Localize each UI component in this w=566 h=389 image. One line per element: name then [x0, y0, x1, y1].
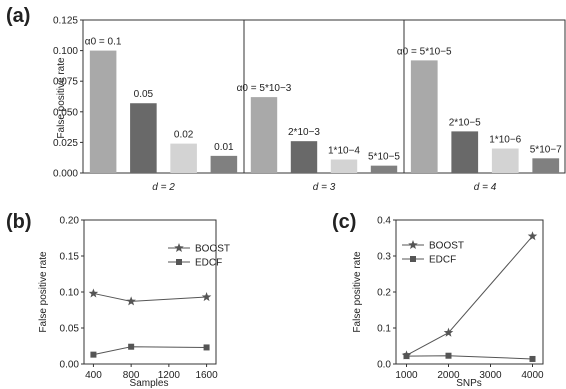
panel-c-series-boost-line: [406, 235, 533, 356]
panel-a-bar: [89, 50, 117, 173]
panel-c-series-edcf-line: [406, 355, 533, 360]
panel-a-ytick-label: 0.000: [53, 169, 78, 180]
panel-b-boost-point: [201, 292, 212, 302]
panel-a-bar: [410, 60, 438, 173]
panel-b-ylabel: False positive rate: [38, 251, 49, 333]
panel-a-ytick-label: 0.100: [53, 46, 78, 57]
panel-c-legend-edcf-label: EDCF: [429, 255, 456, 266]
panel-a-group-label: d = 4: [474, 182, 497, 193]
panel-b-ytick-label: 0.20: [60, 216, 80, 227]
panel-c-ytick-label: 0.2: [377, 288, 391, 299]
panel-b-ytick-label: 0.15: [60, 252, 80, 263]
panel-c-legend-boost-label: BOOST: [429, 241, 464, 252]
panel-a-bar: [210, 155, 238, 173]
panel-a-group-label: d = 3: [313, 182, 336, 193]
panel-a-bar: [491, 148, 519, 173]
panel-a-group-label: d = 2: [152, 182, 175, 193]
panel-c-frame: [395, 219, 544, 365]
panel-b-legend-boost-label: BOOST: [195, 244, 230, 255]
panel-a-bar: [170, 143, 197, 173]
panel-b-series-boost-line: [93, 292, 207, 302]
panel-c-legend-edcf-marker: [410, 256, 416, 262]
panel-b-legend-boost-marker: [174, 243, 184, 253]
panel-b-label: (b): [6, 211, 32, 233]
panel-c-label: (c): [332, 211, 356, 233]
panel-c-edcf-point: [529, 355, 536, 362]
panel-c-ytick-label: 0.0: [377, 360, 391, 371]
panel-b-edcf-point: [128, 343, 135, 350]
panel-b-xtick-label: 400: [85, 370, 102, 381]
panel-a-ytick-label: 0.075: [53, 77, 78, 88]
panel-b-ytick-label: 0.10: [60, 288, 80, 299]
panel-a-label: (a): [6, 5, 30, 27]
panel-a-bar: [532, 158, 560, 173]
panel-a-bar-label: α0 = 0.1: [85, 37, 122, 48]
panel-c-xtick-label: 2000: [437, 370, 460, 381]
panel-b-series-edcf-line: [93, 346, 207, 356]
panel-b-xtick-label: 1600: [195, 370, 218, 381]
panel-b-legend-edcf-label: EDCF: [195, 258, 222, 269]
panel-a-bar-label: 0.05: [134, 89, 154, 100]
panel-a-bar-label: 0.02: [174, 130, 194, 141]
panel-a-bar-label: 1*10−4: [328, 146, 360, 157]
panel-b-xtick-label: 1200: [158, 370, 181, 381]
panel-c-xtick-label: 3000: [479, 370, 502, 381]
panel-a-bar-label: α0 = 5*10−3: [237, 83, 292, 94]
panel-a-ylabel: False positive rate: [56, 57, 67, 139]
panel-a-bar-label: 0.01: [214, 142, 234, 153]
panel-c-edcf-point: [445, 352, 452, 359]
panel-c: (c) False positive rate SNPs 0.0 0.1 0.2 0.…: [332, 211, 544, 389]
panel-a-bar: [330, 159, 358, 173]
panel-b-edcf-point: [90, 351, 97, 358]
panel-a-bar-label: α0 = 5*10−5: [397, 46, 452, 57]
panel-c-ytick-label: 0.1: [377, 324, 391, 335]
panel-b-boost-point: [126, 296, 136, 306]
panel-c-boost-point: [527, 231, 538, 241]
panel-a-frame: [403, 19, 566, 174]
panel-a-ytick-label: 0.050: [53, 107, 78, 118]
panel-a-bar: [250, 97, 278, 173]
panel-a-bar-label: 2*10−5: [449, 117, 481, 128]
panel-c-ytick-label: 0.3: [377, 252, 391, 263]
panel-a-bar-label: 2*10−3: [288, 127, 320, 138]
panel-a-ytick-label: 0.025: [53, 138, 78, 149]
panel-b-xtick-label: 800: [123, 370, 140, 381]
panel-c-boost-point: [443, 327, 454, 337]
panel-a-bar-label: 5*10−7: [530, 144, 562, 155]
panel-a-ytick-label: 0.125: [53, 16, 78, 27]
panel-b-legend-edcf-marker: [176, 259, 182, 265]
panel-b: (b) False positive rate Samples 0.00 0.05…: [6, 211, 230, 389]
panel-a-bar: [290, 141, 318, 173]
panel-a-bar: [451, 131, 479, 173]
panel-a: (a) False positive rate 0.000 0.025 0.050 0…: [6, 5, 566, 193]
panel-a-bar: [370, 165, 398, 173]
panel-b-frame: [83, 219, 217, 365]
panel-b-xlabel: Samples: [130, 378, 169, 389]
panel-a-bar: [130, 103, 157, 173]
panel-b-boost-point: [88, 288, 99, 298]
panel-c-xtick-label: 4000: [521, 370, 544, 381]
panel-b-ytick-label: 0.00: [60, 360, 80, 371]
panel-b-ytick-label: 0.05: [60, 324, 80, 335]
panel-c-edcf-point: [403, 353, 410, 360]
panel-c-ylabel: False positive rate: [352, 251, 363, 333]
panel-b-edcf-point: [203, 344, 210, 351]
panel-c-legend-boost-marker: [408, 240, 418, 250]
panel-c-xtick-label: 1000: [395, 370, 418, 381]
panel-c-ytick-label: 0.4: [377, 216, 391, 227]
panel-a-bar-label: 1*10−6: [489, 135, 521, 146]
panel-a-bar-label: 5*10−5: [368, 152, 400, 163]
panel-c-xlabel: SNPs: [456, 378, 482, 389]
